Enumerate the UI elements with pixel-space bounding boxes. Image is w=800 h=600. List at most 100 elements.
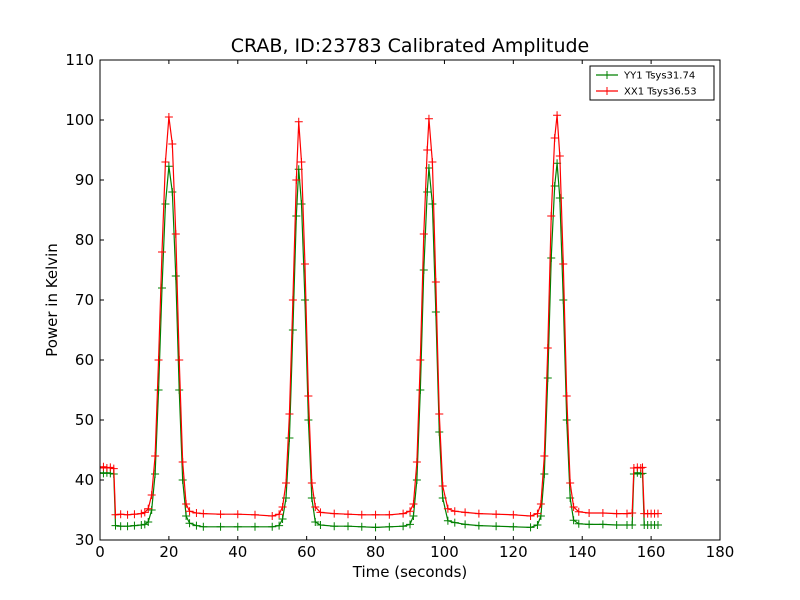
legend-box (589, 65, 715, 101)
data-point (178, 458, 187, 466)
data-point (461, 508, 470, 517)
data-point (294, 117, 303, 126)
data-point (612, 509, 621, 518)
data-point (555, 152, 564, 160)
data-point (543, 344, 552, 352)
data-point (569, 503, 578, 511)
data-point (175, 386, 184, 394)
data-point (278, 503, 287, 511)
y-tick-label: 60 (75, 351, 94, 369)
data-point (168, 188, 177, 196)
data-point (492, 510, 501, 519)
data-point (288, 296, 297, 304)
data-point (161, 200, 170, 208)
data-point (288, 326, 297, 334)
data-point (116, 522, 125, 531)
data-point (536, 500, 545, 508)
data-point (533, 509, 542, 518)
data-point (199, 509, 208, 518)
data-point (330, 522, 339, 531)
data-point (406, 520, 414, 529)
data-point (628, 521, 637, 529)
data-point (151, 452, 160, 460)
data-point (428, 200, 437, 208)
legend: YY1 Tsys31.74 XX1 Tsys36.53 (589, 65, 715, 101)
y-axis-label: Power in Kelvin (43, 243, 61, 357)
data-point (171, 230, 180, 238)
data-point (585, 520, 594, 529)
data-point (385, 522, 394, 531)
data-point (385, 510, 394, 519)
chart-title: CRAB, ID:23783 Calibrated Amplitude (231, 35, 590, 57)
data-point (123, 510, 132, 519)
data-point (628, 509, 637, 517)
data-point (443, 504, 452, 513)
x-tick-label: 60 (297, 543, 316, 561)
data-point (292, 176, 301, 184)
data-point (585, 509, 594, 517)
data-point (147, 506, 156, 514)
data-point (102, 464, 111, 472)
data-point (216, 510, 225, 519)
data-point (185, 519, 194, 528)
data-point (357, 510, 366, 519)
data-point (304, 416, 313, 424)
x-tick-label: 20 (159, 543, 178, 561)
data-point (154, 356, 163, 364)
data-point (416, 356, 425, 364)
data-point (412, 476, 421, 484)
data-point (526, 523, 535, 532)
data-point (492, 522, 501, 531)
data-point (612, 521, 621, 529)
data-point (574, 507, 583, 516)
data-point (216, 522, 225, 531)
data-point (450, 507, 459, 516)
data-point (140, 508, 149, 517)
data-point (423, 146, 432, 154)
data-point (450, 518, 459, 527)
data-point (654, 509, 662, 518)
legend-label: XX1 Tsys36.53 (624, 87, 697, 98)
x-tick-label: 140 (568, 543, 597, 561)
data-point (130, 510, 139, 519)
data-point (161, 158, 170, 166)
data-point (111, 521, 120, 530)
data-point (443, 516, 452, 525)
data-point (109, 464, 118, 473)
data-point (100, 464, 104, 472)
data-point (199, 522, 208, 531)
legend-label: YY1 Tsys31.74 (623, 71, 695, 82)
data-point (100, 468, 104, 477)
data-point (144, 504, 153, 513)
data-point (307, 479, 316, 487)
data-point (182, 500, 191, 508)
data-point (147, 491, 156, 499)
data-point (111, 510, 120, 519)
data-point (278, 515, 287, 523)
data-point (275, 510, 284, 519)
data-point (431, 278, 440, 286)
data-point (371, 523, 380, 532)
data-point (371, 510, 380, 519)
data-point (638, 463, 647, 472)
data-point (175, 356, 184, 364)
data-point (311, 518, 320, 526)
data-point (233, 510, 242, 519)
data-point (192, 509, 201, 517)
data-point (137, 521, 146, 529)
data-point (233, 522, 242, 531)
data-point (598, 509, 607, 517)
series-line (100, 163, 658, 529)
y-tick-label: 70 (75, 291, 94, 309)
data-point (316, 521, 325, 529)
x-tick-label: 180 (706, 543, 735, 561)
legend-marker (603, 87, 611, 95)
data-point (629, 464, 638, 472)
data-point (559, 260, 568, 268)
data-point (526, 512, 535, 520)
data-point (474, 521, 483, 530)
data-point (509, 522, 518, 531)
data-point (423, 188, 432, 196)
data-point (285, 410, 294, 418)
y-tick-label: 90 (75, 171, 94, 189)
